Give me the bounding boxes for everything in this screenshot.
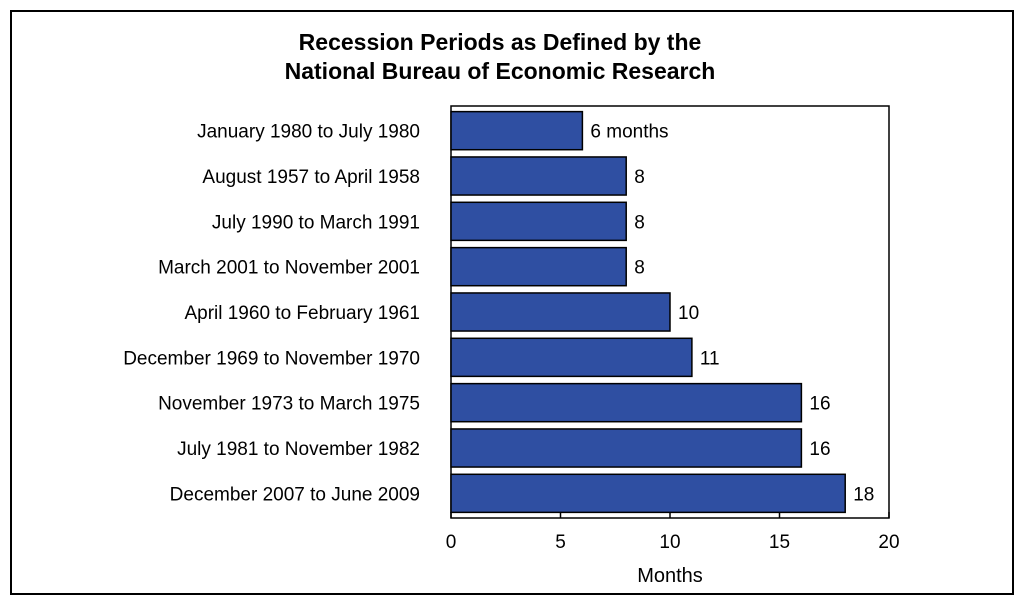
value-label-1: 6 months bbox=[590, 122, 668, 143]
x-tick-label-5: 20 bbox=[878, 532, 899, 553]
x-tick-label-4: 15 bbox=[769, 532, 790, 553]
bar-6 bbox=[450, 337, 693, 378]
bar-3 bbox=[450, 201, 627, 242]
category-label-2: August 1957 to April 1958 bbox=[202, 167, 420, 188]
category-label-8: July 1981 to November 1982 bbox=[177, 439, 420, 460]
chart-title-line-2: National Bureau of Economic Research bbox=[285, 58, 716, 84]
x-tick-label-2: 5 bbox=[555, 532, 566, 553]
value-label-7: 16 bbox=[809, 394, 830, 415]
value-label-3: 8 bbox=[634, 212, 645, 233]
x-axis-ticks: 0 5 10 15 20 bbox=[446, 512, 900, 553]
value-label-2: 8 bbox=[634, 167, 645, 188]
x-tick-label-1: 0 bbox=[446, 532, 457, 553]
bar-1 bbox=[450, 110, 584, 151]
category-label-5: April 1960 to February 1961 bbox=[184, 303, 420, 324]
category-label-6: December 1969 to November 1970 bbox=[123, 348, 420, 369]
chart-title-line-1: Recession Periods as Defined by the bbox=[299, 29, 702, 55]
bar-2 bbox=[450, 156, 627, 196]
value-labels: 6 months 8 8 8 10 11 16 16 18 bbox=[590, 122, 874, 506]
bars-group bbox=[450, 110, 846, 514]
bar-8 bbox=[450, 428, 803, 468]
bar-5 bbox=[450, 292, 671, 332]
x-axis-title: Months bbox=[637, 565, 703, 587]
value-label-8: 16 bbox=[809, 439, 830, 460]
category-label-4: March 2001 to November 2001 bbox=[158, 258, 420, 279]
bar-9 bbox=[450, 473, 846, 514]
value-label-6: 11 bbox=[700, 348, 720, 369]
category-label-3: July 1990 to March 1991 bbox=[212, 212, 420, 233]
value-label-9: 18 bbox=[853, 484, 874, 505]
x-tick-label-3: 10 bbox=[659, 532, 680, 553]
bar-4 bbox=[450, 246, 627, 287]
category-labels: January 1980 to July 1980 August 1957 to … bbox=[123, 122, 420, 506]
category-label-9: December 2007 to June 2009 bbox=[170, 484, 420, 505]
value-label-4: 8 bbox=[634, 258, 645, 279]
bar-7 bbox=[450, 382, 803, 423]
value-label-5: 10 bbox=[678, 303, 699, 324]
category-label-7: November 1973 to March 1975 bbox=[158, 394, 420, 415]
category-label-1: January 1980 to July 1980 bbox=[197, 122, 420, 143]
